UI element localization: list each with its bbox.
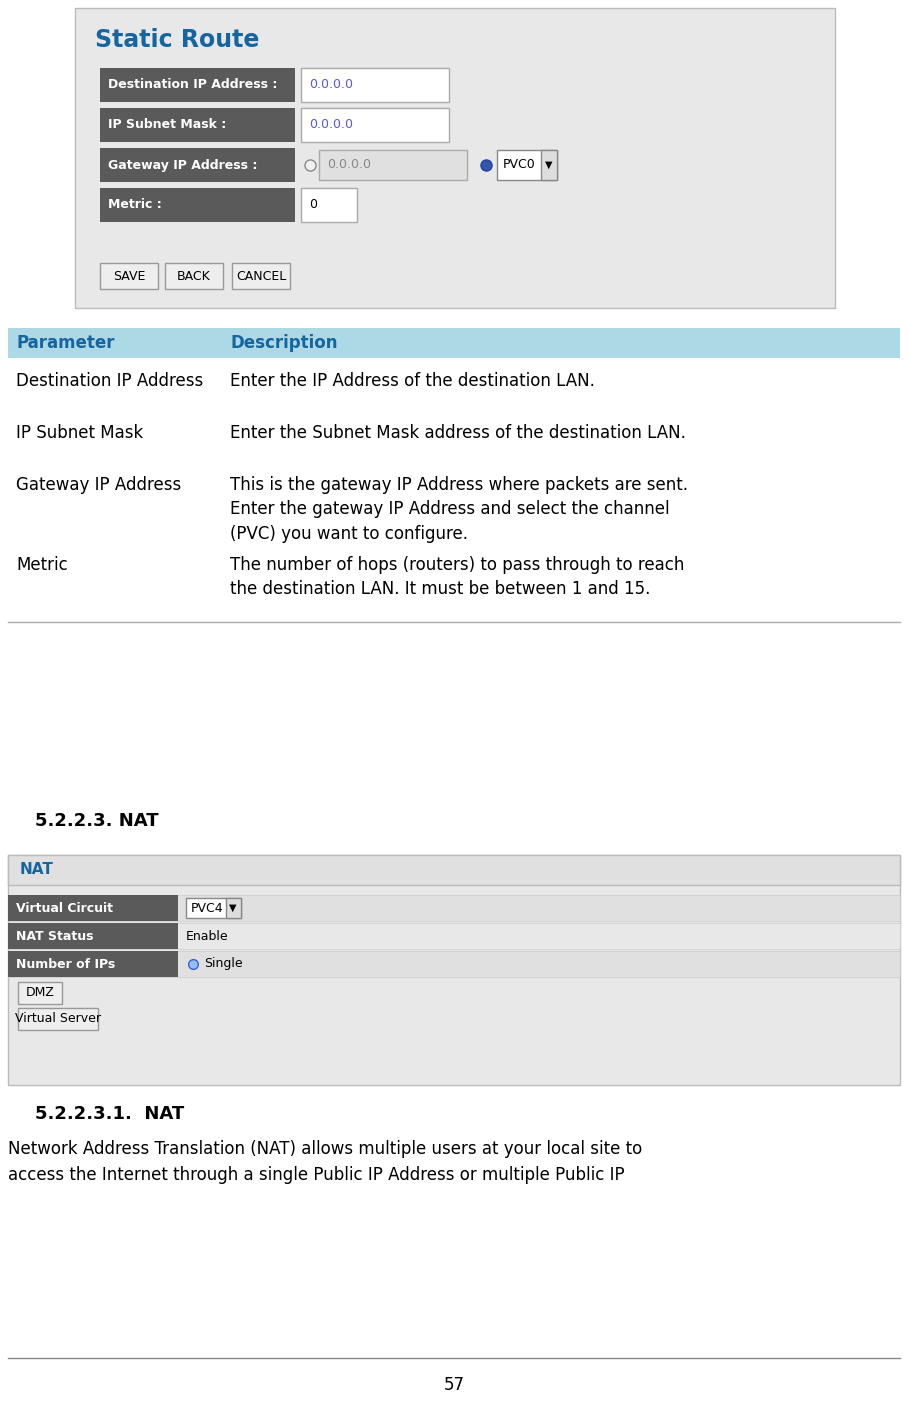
Bar: [100, 67, 295, 102]
Text: BACK: BACK: [177, 270, 211, 282]
Bar: [8, 951, 178, 977]
Bar: [301, 67, 449, 102]
Text: Gateway IP Address :: Gateway IP Address :: [108, 159, 257, 171]
Text: ▼: ▼: [545, 160, 553, 170]
Text: Gateway IP Address: Gateway IP Address: [16, 476, 182, 494]
Text: 5.2.2.3.1.  NAT: 5.2.2.3.1. NAT: [35, 1105, 184, 1123]
Text: Enter the IP Address of the destination LAN.: Enter the IP Address of the destination …: [230, 372, 595, 390]
Text: PVC0: PVC0: [503, 159, 536, 171]
Text: 0.0.0.0: 0.0.0.0: [309, 79, 353, 91]
Bar: [8, 922, 178, 949]
Bar: [8, 922, 900, 949]
Text: IP Subnet Mask: IP Subnet Mask: [16, 424, 143, 442]
Text: 57: 57: [443, 1376, 465, 1394]
Text: NAT: NAT: [20, 862, 54, 878]
Text: Single: Single: [204, 958, 242, 970]
Bar: [8, 894, 178, 921]
Bar: [8, 855, 900, 1085]
Text: Virtual Circuit: Virtual Circuit: [16, 901, 113, 914]
Bar: [8, 894, 900, 921]
Bar: [301, 108, 449, 142]
Bar: [100, 263, 158, 289]
Text: The number of hops (routers) to pass through to reach
the destination LAN. It mu: The number of hops (routers) to pass thr…: [230, 556, 685, 598]
Text: SAVE: SAVE: [113, 270, 145, 282]
Text: Parameter: Parameter: [16, 334, 114, 352]
Bar: [8, 329, 900, 358]
Bar: [226, 899, 241, 918]
Text: This is the gateway IP Address where packets are sent.
Enter the gateway IP Addr: This is the gateway IP Address where pac…: [230, 476, 688, 542]
Bar: [100, 147, 295, 183]
Text: Virtual Server: Virtual Server: [15, 1012, 101, 1025]
Bar: [301, 188, 357, 222]
Text: NAT Status: NAT Status: [16, 929, 94, 942]
Text: 0: 0: [309, 198, 317, 212]
Bar: [100, 188, 295, 222]
Text: PVC4: PVC4: [191, 901, 223, 914]
Text: Enter the Subnet Mask address of the destination LAN.: Enter the Subnet Mask address of the des…: [230, 424, 686, 442]
Bar: [8, 855, 900, 885]
Text: ▼: ▼: [229, 903, 237, 913]
Text: Enable: Enable: [186, 929, 229, 942]
Text: DMZ: DMZ: [25, 987, 54, 1000]
Bar: [165, 263, 223, 289]
Text: Metric: Metric: [16, 556, 68, 574]
Bar: [232, 263, 290, 289]
Text: Destination IP Address: Destination IP Address: [16, 372, 203, 390]
Text: Destination IP Address :: Destination IP Address :: [108, 79, 277, 91]
Bar: [75, 8, 835, 307]
Bar: [497, 150, 557, 180]
Bar: [18, 1008, 98, 1031]
Text: IP Subnet Mask :: IP Subnet Mask :: [108, 118, 226, 132]
Text: Metric :: Metric :: [108, 198, 162, 212]
Text: Number of IPs: Number of IPs: [16, 958, 115, 970]
Text: CANCEL: CANCEL: [236, 270, 286, 282]
Bar: [186, 899, 241, 918]
Bar: [319, 150, 467, 180]
Text: Static Route: Static Route: [95, 28, 260, 52]
Text: 0.0.0.0: 0.0.0.0: [327, 159, 371, 171]
Bar: [541, 150, 557, 180]
Bar: [18, 981, 62, 1004]
Text: 0.0.0.0: 0.0.0.0: [309, 118, 353, 132]
Text: Network Address Translation (NAT) allows multiple users at your local site to
ac: Network Address Translation (NAT) allows…: [8, 1140, 642, 1185]
Bar: [100, 108, 295, 142]
Bar: [8, 951, 900, 977]
Text: 5.2.2.3. NAT: 5.2.2.3. NAT: [35, 812, 159, 830]
Text: Description: Description: [230, 334, 338, 352]
